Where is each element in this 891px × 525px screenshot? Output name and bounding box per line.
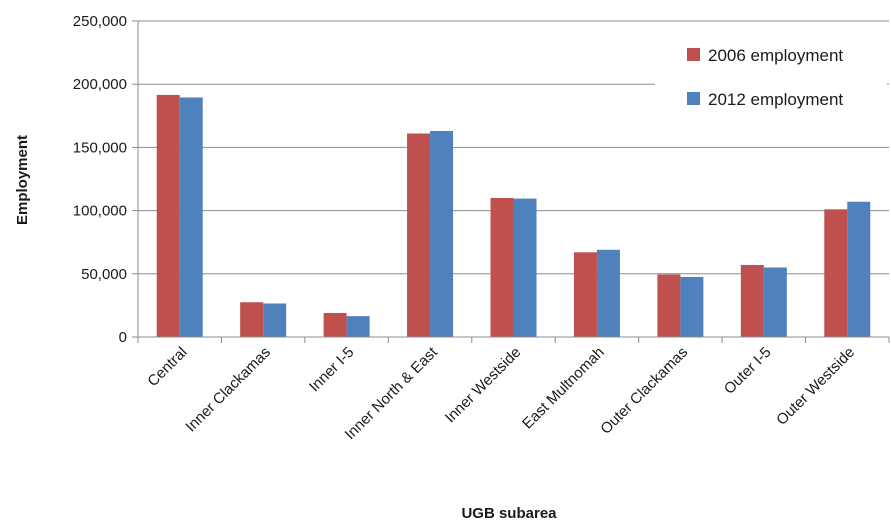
x-tick-label: Inner Westside	[442, 344, 525, 427]
bar-2012-8	[847, 201, 871, 337]
bar-2012-7	[763, 267, 787, 337]
bar-2012-1	[263, 303, 287, 337]
legend-label-2006: 2006 employment	[708, 46, 843, 65]
bar-2006-5	[573, 252, 597, 337]
x-tick-label: Outer Clackamas	[597, 344, 691, 438]
bar-2012-2	[346, 316, 370, 337]
y-tick-label: 50,000	[81, 266, 127, 283]
bar-2006-3	[407, 133, 431, 337]
legend-swatch-2012	[687, 92, 700, 105]
bar-2006-6	[657, 274, 681, 337]
y-tick-labels: 0 50,000 100,000 150,000 200,000 250,000	[73, 13, 138, 346]
bars	[156, 94, 871, 337]
y-tick-label: 0	[119, 329, 127, 346]
bar-2006-8	[824, 209, 848, 337]
bar-2006-2	[323, 312, 347, 337]
y-tick-label: 250,000	[73, 13, 127, 30]
y-axis-title: Employment	[14, 135, 31, 225]
x-tick-label: Inner Clackamas	[182, 344, 274, 436]
x-tick-label: Outer I-5	[721, 344, 775, 398]
legend-box	[655, 30, 887, 122]
bar-2006-7	[740, 264, 764, 337]
legend-label-2012: 2012 employment	[708, 90, 843, 109]
x-axis-title: UGB subarea	[461, 505, 557, 522]
bar-2012-6	[680, 276, 704, 337]
bar-2006-4	[490, 197, 514, 337]
y-tick-label: 100,000	[73, 203, 127, 220]
x-tick-label: Central	[144, 344, 190, 390]
bar-2006-1	[240, 302, 264, 337]
bar-2006-0	[156, 94, 180, 337]
axes	[137, 21, 889, 338]
bar-2012-5	[596, 249, 620, 337]
x-tick-label: Inner I-5	[306, 344, 358, 396]
y-tick-label: 200,000	[73, 76, 127, 93]
x-tick-label: East Multnomah	[519, 344, 608, 433]
x-tick-label: Inner North & East	[342, 343, 442, 443]
legend-swatch-2006	[687, 48, 700, 61]
bar-2012-0	[179, 97, 203, 337]
legend: 2006 employment 2012 employment	[655, 30, 887, 122]
bar-2012-4	[513, 198, 537, 337]
bar-2012-3	[430, 130, 454, 337]
x-tick-label: Outer Westside	[773, 344, 858, 429]
y-tick-label: 150,000	[73, 139, 127, 156]
